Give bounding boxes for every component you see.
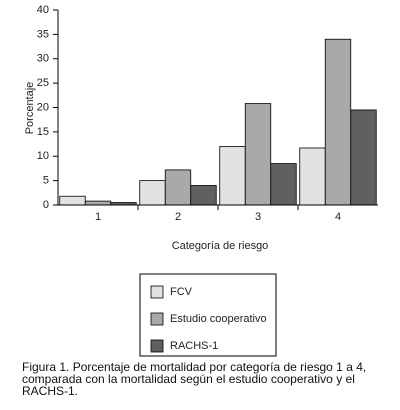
bar [84, 200, 112, 206]
legend-box [139, 273, 277, 357]
bar [59, 195, 86, 206]
x-axis-label: Categoría de riesgo [172, 240, 269, 252]
bar [244, 103, 272, 206]
y-tick-label: 35 [37, 28, 49, 40]
bar [190, 185, 217, 206]
x-tick-label: 4 [335, 211, 341, 223]
caption: Figura 1. Porcentaje de mortalidad por c… [22, 360, 367, 398]
y-tick-label: 5 [43, 175, 49, 187]
y-tick-label: 10 [37, 150, 49, 162]
y-tick-label: 0 [43, 199, 49, 211]
bar [164, 169, 192, 206]
x-tick-label: 1 [95, 211, 101, 223]
y-tick-label: 40 [37, 4, 49, 16]
legend-swatch [150, 339, 164, 353]
legend-label: Estudio cooperativo [170, 313, 267, 325]
y-tick-label: 25 [37, 77, 49, 89]
bar [219, 146, 246, 206]
x-tick-label: 3 [255, 211, 261, 223]
legend-label: FCV [170, 286, 193, 298]
y-tick-label: 20 [37, 101, 49, 113]
chart: Porcentaje Categoría de riesgo 0 5 10 15 20 2… [24, 4, 378, 357]
bar [139, 180, 166, 206]
bar [324, 38, 352, 206]
x-tick-label: 2 [175, 211, 181, 223]
y-axis-label: Porcentaje [24, 82, 36, 135]
legend-swatch [150, 312, 164, 326]
y-tick-label: 30 [37, 53, 49, 65]
bar [270, 163, 297, 206]
legend-swatch [150, 285, 164, 299]
bar [350, 109, 377, 206]
bar [299, 147, 326, 206]
y-tick-label: 15 [37, 126, 49, 138]
legend-label: RACHS-1 [170, 340, 218, 352]
